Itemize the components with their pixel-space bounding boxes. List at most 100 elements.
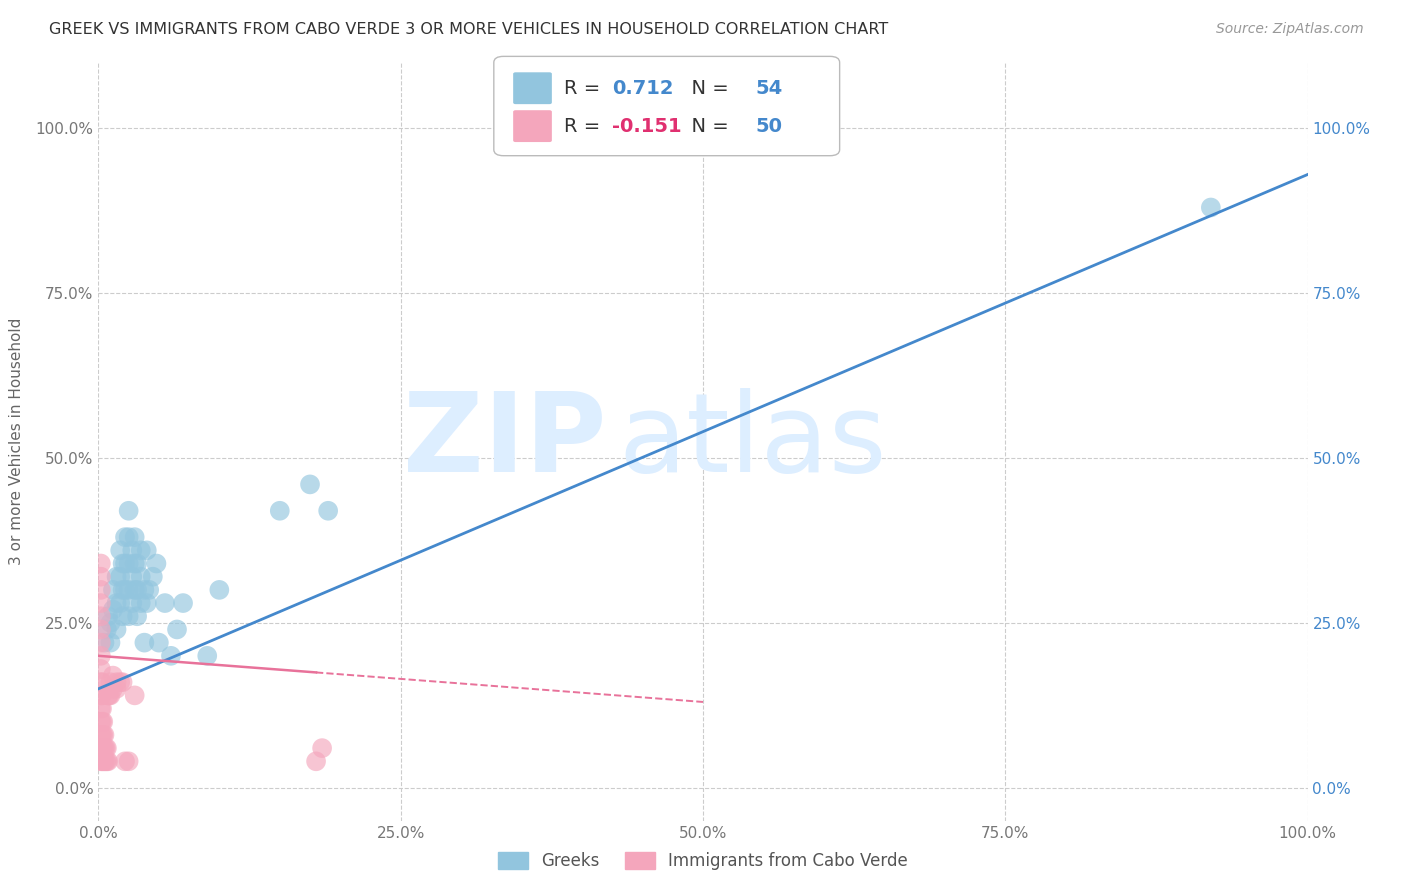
Point [93, 754, 115, 768]
Point [93, 728, 115, 742]
Point [114, 582, 136, 597]
Point [145, 557, 167, 571]
Point [111, 675, 134, 690]
Point [299, 477, 322, 491]
Point [91, 714, 114, 729]
Point [166, 623, 188, 637]
Point [100, 689, 122, 703]
Point [118, 557, 141, 571]
Point [97, 609, 120, 624]
Point [305, 754, 328, 768]
Point [90, 648, 112, 663]
Point [93, 635, 115, 649]
Text: atlas: atlas [619, 388, 887, 495]
Text: N =: N = [679, 78, 735, 98]
Point [118, 530, 141, 544]
Text: 50: 50 [755, 117, 782, 136]
Point [111, 609, 134, 624]
Point [105, 596, 128, 610]
Point [91, 675, 114, 690]
Point [135, 543, 157, 558]
Point [91, 741, 114, 756]
Text: Source: ZipAtlas.com: Source: ZipAtlas.com [1216, 22, 1364, 37]
Point [100, 635, 122, 649]
Point [142, 570, 165, 584]
Point [172, 596, 194, 610]
Point [124, 689, 146, 703]
Point [311, 741, 333, 756]
Point [195, 648, 218, 663]
Point [96, 754, 118, 768]
Point [129, 596, 152, 610]
Point [100, 675, 122, 690]
Point [114, 557, 136, 571]
Point [108, 675, 131, 690]
Point [101, 681, 124, 696]
Point [90, 675, 112, 690]
Point [90, 662, 112, 676]
Point [118, 582, 141, 597]
Point [105, 570, 128, 584]
FancyBboxPatch shape [494, 56, 839, 156]
Point [111, 557, 134, 571]
Point [90, 635, 112, 649]
Point [129, 570, 152, 584]
Point [97, 754, 120, 768]
Point [91, 754, 114, 768]
Point [100, 615, 122, 630]
Point [90, 623, 112, 637]
Point [118, 504, 141, 518]
Point [94, 754, 117, 768]
Point [118, 609, 141, 624]
Text: N =: N = [679, 117, 735, 136]
Text: GREEK VS IMMIGRANTS FROM CABO VERDE 3 OR MORE VEHICLES IN HOUSEHOLD CORRELATION : GREEK VS IMMIGRANTS FROM CABO VERDE 3 OR… [49, 22, 889, 37]
Point [105, 623, 128, 637]
Point [108, 543, 131, 558]
Point [97, 689, 120, 703]
Point [91, 728, 114, 742]
Point [124, 530, 146, 544]
Point [124, 557, 146, 571]
Point [90, 570, 112, 584]
Point [127, 609, 149, 624]
Point [129, 543, 152, 558]
Point [98, 689, 121, 703]
Point [153, 596, 176, 610]
Point [91, 689, 114, 703]
Text: -0.151: -0.151 [613, 117, 682, 136]
Point [90, 557, 112, 571]
Text: R =: R = [564, 117, 606, 136]
Point [208, 582, 231, 597]
Point [127, 582, 149, 597]
Point [134, 635, 156, 649]
Text: ZIP: ZIP [404, 388, 606, 495]
Point [101, 582, 124, 597]
Point [91, 741, 114, 756]
Point [127, 557, 149, 571]
Point [160, 648, 183, 663]
Point [90, 728, 112, 742]
Text: 0.712: 0.712 [613, 78, 673, 98]
Y-axis label: 3 or more Vehicles in Household: 3 or more Vehicles in Household [10, 318, 24, 566]
Point [105, 675, 128, 690]
Point [111, 582, 134, 597]
Point [118, 754, 141, 768]
Point [108, 570, 131, 584]
Point [90, 596, 112, 610]
Point [91, 754, 114, 768]
FancyBboxPatch shape [513, 111, 551, 142]
Point [134, 582, 156, 597]
Point [138, 582, 160, 597]
Point [90, 701, 112, 715]
Point [105, 681, 128, 696]
Point [135, 596, 157, 610]
Point [121, 543, 143, 558]
Point [148, 635, 170, 649]
Point [91, 714, 114, 729]
Point [96, 741, 118, 756]
Point [124, 582, 146, 597]
Point [121, 596, 143, 610]
Point [90, 754, 112, 768]
Point [316, 504, 339, 518]
Point [90, 741, 112, 756]
